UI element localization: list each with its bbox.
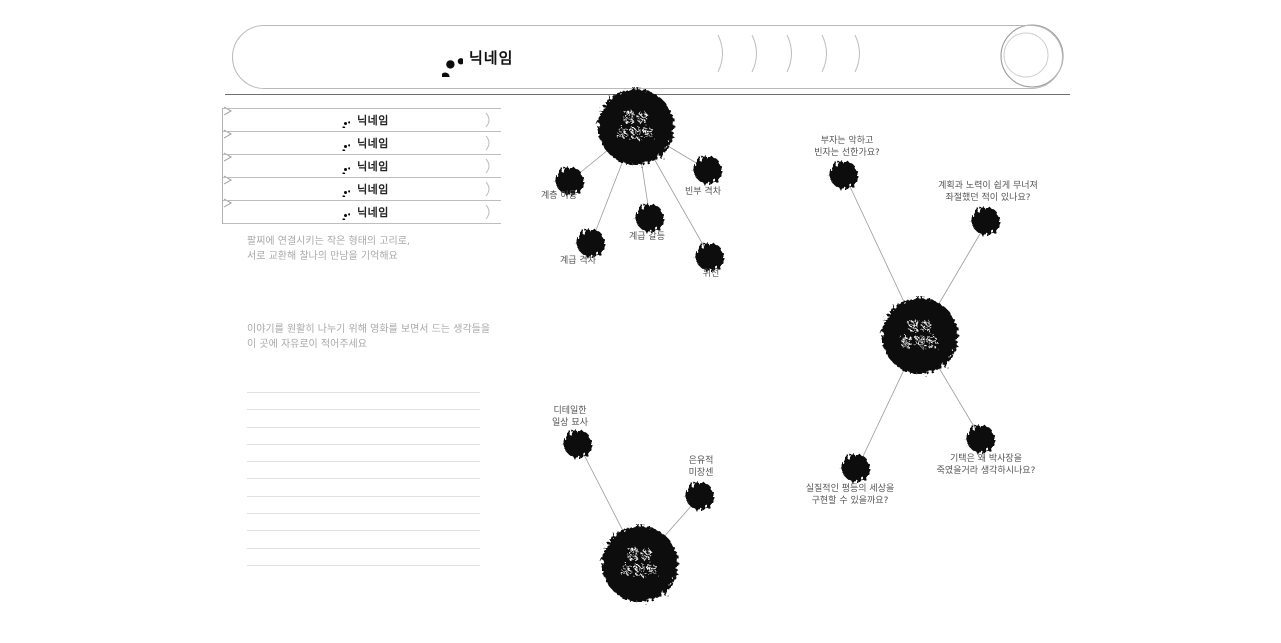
header-arc-decorations — [717, 34, 860, 73]
mindmap-top-node-label[interactable]: 계급 갈등 — [629, 232, 665, 242]
nickname-label: 닉네임 — [357, 114, 389, 127]
mindmap-right-node[interactable] — [967, 425, 995, 453]
mindmap-right-question-label[interactable]: 부자는 악하고 빈자는 선한가요? — [814, 136, 880, 158]
row-arc-decoration — [485, 135, 490, 151]
ruled-line — [247, 495, 480, 497]
mindmap-right-node[interactable] — [830, 161, 858, 189]
nickname-row[interactable]: 닉네임 — [223, 177, 501, 200]
ruled-line — [247, 547, 480, 549]
ruled-line — [247, 409, 480, 411]
mindmap-top-node-label[interactable]: 계층 이동 — [541, 191, 577, 201]
dot-ring-icon — [335, 136, 350, 151]
nickname-row[interactable]: 닉네임 — [223, 131, 501, 154]
ruled-line — [247, 513, 480, 515]
mindmap-bottom-node[interactable] — [564, 430, 592, 458]
mindmap-bottom-center-node[interactable]: 감상 포인트 — [602, 526, 678, 602]
nickname-label: 닉네임 — [357, 160, 389, 173]
mindmap-top-node[interactable] — [694, 156, 722, 184]
nickname-label: 닉네임 — [357, 183, 389, 196]
mindmap-bottom-node[interactable] — [686, 482, 714, 510]
row-arc-decoration — [485, 181, 490, 197]
nickname-description: 팔찌에 연결시키는 작은 형태의 고리로, 서로 교환해 찰나의 만남을 기억해… — [247, 236, 411, 262]
mindmap-right-question-label[interactable]: 실질적인 평등의 세상을 구현할 수 있을까요? — [805, 484, 895, 506]
dot-ring-logo-icon — [421, 35, 463, 77]
row-arc-decoration — [485, 158, 490, 174]
mindmap-top-node-label[interactable]: 계급 격차 — [560, 256, 596, 266]
mindmap-top-node[interactable] — [577, 229, 605, 257]
nickname-list: 닉네임 닉네임 닉네임 닉네임 닉네임 — [222, 108, 501, 224]
dot-ring-icon — [335, 159, 350, 174]
mindmap-right-question-label[interactable]: 계획과 노력이 쉽게 무너져 좌절했던 적이 있나요? — [938, 181, 1038, 203]
mindmap-right-node[interactable] — [842, 454, 870, 482]
ruled-line — [247, 478, 480, 480]
ruled-line — [247, 564, 480, 566]
mindmap-top-node-label[interactable]: 위선 — [702, 269, 720, 279]
dot-ring-icon — [335, 205, 350, 220]
mindmap-top-center-node[interactable]: 감상 포인트 — [598, 89, 674, 165]
dot-ring-icon — [335, 182, 350, 197]
mindmap-top-node-label[interactable]: 빈부 격차 — [685, 187, 721, 197]
mindmap-right-question-label[interactable]: 기택은 왜 박사장을 죽였을거라 생각하시나요? — [936, 454, 1036, 476]
ruled-line — [247, 443, 480, 445]
mindmap-top-node[interactable] — [636, 204, 664, 232]
nickname-label: 닉네임 — [357, 137, 389, 150]
ruled-line — [247, 392, 480, 393]
mindmap-right-center-node[interactable]: 영화 발제문 — [882, 298, 958, 374]
ruled-line — [247, 426, 480, 428]
brand-name: 닉네임 — [469, 49, 514, 67]
mindmap-right-node[interactable] — [972, 207, 1000, 235]
mindmap-top-node[interactable] — [556, 167, 584, 195]
notes-writing-area[interactable] — [247, 392, 480, 582]
ruled-line — [247, 461, 480, 463]
header-pill — [232, 25, 1063, 89]
notes-description: 이야기를 원활히 나누기 위해 영화를 보면서 드는 생각들을 이 곳에 자유로… — [247, 324, 491, 350]
dot-ring-icon — [335, 113, 350, 128]
nickname-label: 닉네임 — [357, 206, 389, 219]
mindmap-top-node[interactable] — [696, 243, 724, 271]
mindmap-bottom-node-label[interactable]: 디테일한 일상 묘사 — [552, 406, 588, 428]
nickname-row[interactable]: 닉네임 — [223, 154, 501, 177]
nickname-row[interactable]: 닉네임 — [223, 200, 501, 224]
mindmap-right-center-label: 영화 발제문 — [900, 320, 940, 351]
mindmap-bottom-node-label[interactable]: 은유적 미장센 — [688, 456, 714, 478]
ruled-line — [247, 530, 480, 532]
row-arc-decoration — [485, 112, 490, 128]
mindmap-top-center-label: 감상 포인트 — [616, 111, 656, 142]
row-arc-decoration — [485, 204, 490, 220]
mindmap-bottom-center-label: 감상 포인트 — [620, 548, 660, 579]
nickname-row[interactable]: 닉네임 — [223, 108, 501, 131]
